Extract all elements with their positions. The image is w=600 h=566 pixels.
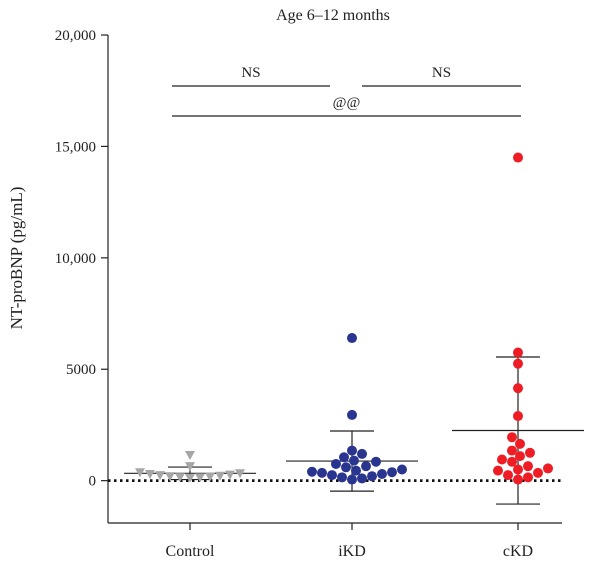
y-tick-label: 5000 <box>66 362 96 378</box>
x-tick-label: Control <box>166 543 215 560</box>
data-point <box>513 464 523 475</box>
data-point <box>317 467 327 478</box>
data-point <box>327 470 337 481</box>
data-point <box>175 473 185 483</box>
data-point <box>185 462 195 472</box>
data-point <box>165 472 175 482</box>
data-point <box>347 333 357 344</box>
data-point <box>361 461 371 472</box>
data-point <box>331 458 341 469</box>
data-point <box>135 468 145 478</box>
data-point <box>533 467 543 478</box>
significance-label: NS <box>432 65 451 81</box>
data-point <box>351 465 361 476</box>
data-point <box>507 456 517 467</box>
data-point <box>513 347 523 358</box>
data-point <box>205 472 215 482</box>
data-point <box>349 455 359 466</box>
y-axis-label: NT-proBNP (pg/mL) <box>7 187 26 330</box>
y-tick-label: 15,000 <box>55 139 96 155</box>
y-tick-label: 20,000 <box>55 28 96 44</box>
chart-title: Age 6–12 months <box>276 7 390 24</box>
data-point <box>339 452 349 463</box>
significance-label: NS <box>241 65 260 81</box>
data-point <box>525 447 535 458</box>
x-tick-label: cKD <box>503 543 533 560</box>
data-point <box>543 463 553 474</box>
data-point <box>513 358 523 369</box>
data-point <box>155 471 165 481</box>
data-point <box>307 466 317 477</box>
significance-label: @@ <box>333 95 361 111</box>
data-point <box>377 468 387 479</box>
data-point <box>515 438 525 449</box>
data-point <box>357 448 367 459</box>
data-point <box>235 469 245 479</box>
data-point <box>493 465 503 476</box>
data-point <box>347 474 357 485</box>
data-point <box>367 471 377 482</box>
data-point <box>341 462 351 473</box>
data-point <box>515 451 525 462</box>
data-point <box>347 445 357 456</box>
data-point <box>225 470 235 480</box>
data-point <box>215 471 225 481</box>
data-point <box>513 383 523 394</box>
data-point <box>185 473 195 483</box>
data-point <box>507 432 517 443</box>
y-tick-label: 10,000 <box>55 251 96 267</box>
data-point <box>497 454 507 465</box>
data-point <box>523 461 533 472</box>
data-point <box>513 411 523 422</box>
data-point <box>513 152 523 163</box>
data-point <box>507 445 517 456</box>
data-point <box>371 456 381 467</box>
data-point <box>337 472 347 483</box>
data-point <box>387 467 397 478</box>
data-point <box>503 470 513 481</box>
data-point <box>513 474 523 485</box>
data-point <box>195 473 205 483</box>
data-point <box>397 464 407 475</box>
x-tick-label: iKD <box>338 543 366 560</box>
y-tick-label: 0 <box>89 474 97 490</box>
plot-area: 0 5000 10,000 15,000 20,000 Control iKD cKD NS NS… <box>55 28 584 560</box>
data-point <box>523 472 533 483</box>
data-point <box>347 409 357 420</box>
data-point <box>145 469 155 479</box>
data-point <box>185 451 195 461</box>
data-point <box>357 473 367 484</box>
